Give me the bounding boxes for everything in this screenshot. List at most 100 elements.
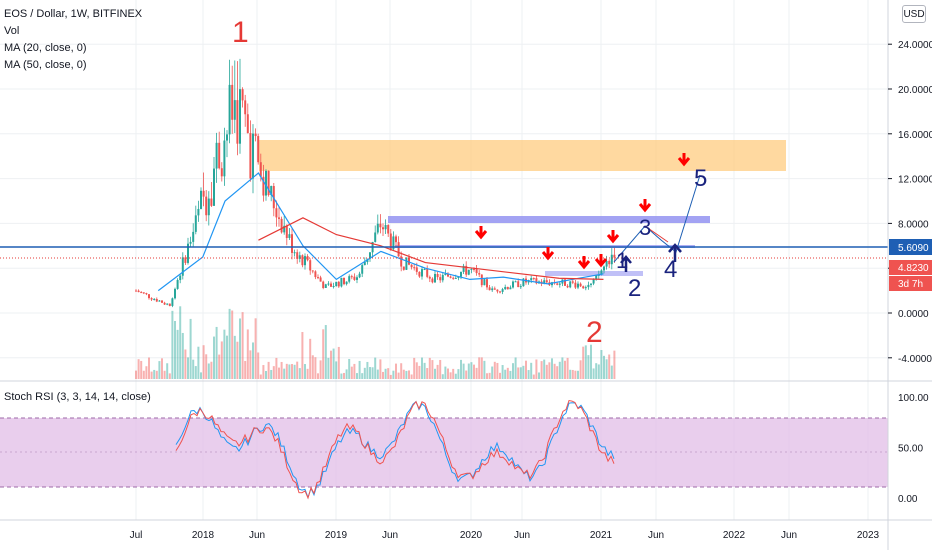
symbol-legend[interactable]: EOS / Dollar, 1W, BITFINEX: [4, 8, 143, 20]
candle-body: [158, 300, 161, 302]
time-axis[interactable]: Jul 2018 Jun 2019 Jun 2020 Jun 2021 Jun 2022 Jun 20…: [130, 530, 880, 541]
stoch-rsi-legend[interactable]: Stoch RSI (3, 3, 14, 14, close): [4, 391, 151, 403]
orange-resistance-zone[interactable]: [259, 140, 786, 171]
rsi-axis[interactable]: 100.00 50.00 0.00: [898, 393, 929, 505]
red-arrows: [474, 153, 691, 270]
volume-bar: [395, 363, 397, 379]
candle-body: [522, 278, 525, 287]
blue-resistance-zone[interactable]: [388, 216, 710, 223]
volume-bar: [239, 318, 241, 379]
candle-body: [210, 198, 213, 206]
ma20-legend[interactable]: MA (20, close, 0): [4, 42, 87, 54]
candle-body: [493, 288, 496, 290]
red-down-arrow: [594, 254, 608, 268]
volume-bar: [397, 372, 400, 379]
volume-bar: [363, 367, 366, 379]
volume-bar: [470, 362, 473, 379]
volume-bar: [265, 370, 267, 379]
candle-body: [517, 281, 520, 288]
volume-bar: [467, 363, 470, 379]
candle-body: [434, 273, 436, 283]
candle-body: [566, 285, 569, 288]
time-tick-label: 2018: [192, 530, 215, 541]
candle-body: [361, 265, 364, 274]
volume-bar: [304, 364, 306, 379]
candle-body: [545, 280, 548, 283]
volume-bar: [447, 368, 449, 379]
countdown-badge: 3d 7h: [898, 279, 923, 290]
candle-body: [413, 267, 416, 269]
volume-bar: [556, 366, 559, 379]
candle-body: [501, 289, 504, 292]
volume-bar: [545, 364, 548, 379]
volume-bar: [574, 370, 577, 379]
volume-bar: [610, 365, 613, 379]
candle-body: [376, 223, 379, 233]
volume-bar: [340, 373, 343, 379]
volume-bar: [551, 358, 553, 379]
price-axis[interactable]: 24.000020.000016.000012.00008.00004.0000…: [888, 40, 932, 365]
candle-body: [155, 298, 158, 302]
ma50-legend[interactable]: MA (50, close, 0): [4, 59, 87, 71]
wave-label-4: 4: [664, 256, 677, 283]
volume-bar: [142, 370, 145, 379]
volume-bar: [410, 374, 413, 379]
volume-bar: [449, 372, 452, 379]
volume-bar: [317, 373, 319, 379]
red-down-arrow: [577, 256, 591, 270]
volume-bar: [374, 357, 377, 379]
candle-body: [135, 290, 137, 292]
blue-support-zone-small[interactable]: [545, 271, 643, 276]
volume-bar: [483, 360, 486, 379]
volume-bar: [166, 363, 169, 379]
candle-body: [392, 236, 395, 250]
candle-body: [278, 217, 280, 219]
candle-body: [556, 283, 559, 285]
volume-bar: [223, 329, 226, 379]
candle-body: [304, 256, 306, 266]
volume-bar: [486, 373, 488, 379]
volume-bar: [496, 362, 499, 379]
rsi-tick-label: 50.00: [898, 444, 923, 455]
candle-body: [486, 279, 488, 288]
candle-body: [254, 133, 257, 137]
candle-body: [543, 280, 546, 284]
volume-bar: [184, 349, 187, 379]
volume-bar: [384, 368, 387, 379]
candle-body: [324, 284, 327, 289]
candle-body: [384, 225, 387, 230]
volume-bar: [382, 371, 384, 379]
projection-path: [613, 174, 701, 263]
candle-body: [382, 227, 384, 230]
volume-bar: [311, 355, 314, 379]
candle-body: [223, 140, 226, 177]
volume-bar: [600, 350, 603, 379]
candle-body: [389, 233, 392, 250]
currency-button[interactable]: USD: [902, 5, 926, 23]
time-tick-label: 2021: [590, 530, 613, 541]
volume-bars: [135, 306, 616, 379]
volume-bar: [436, 364, 439, 379]
volume-bar: [298, 368, 301, 379]
wave-2-bottom-label: 2: [586, 316, 603, 349]
volume-bar: [330, 350, 332, 379]
volume-bar: [421, 357, 423, 379]
candle-body: [249, 133, 252, 179]
vol-legend[interactable]: Vol: [4, 25, 20, 37]
time-tick-label: 2022: [723, 530, 746, 541]
candle-body: [226, 134, 228, 141]
candle-body: [574, 282, 577, 288]
candle-body: [301, 255, 304, 266]
candle-body: [291, 234, 293, 253]
time-tick-label: Jun: [514, 530, 530, 541]
candle-body: [408, 257, 410, 265]
volume-bar: [475, 367, 478, 379]
rsi-tick-label: 0.00: [898, 494, 918, 505]
candle-body: [137, 290, 140, 293]
volume-bar: [218, 354, 221, 379]
candle-body: [467, 269, 470, 275]
candle-body: [577, 283, 579, 288]
candle-body: [423, 269, 426, 271]
candle-body: [197, 208, 200, 216]
